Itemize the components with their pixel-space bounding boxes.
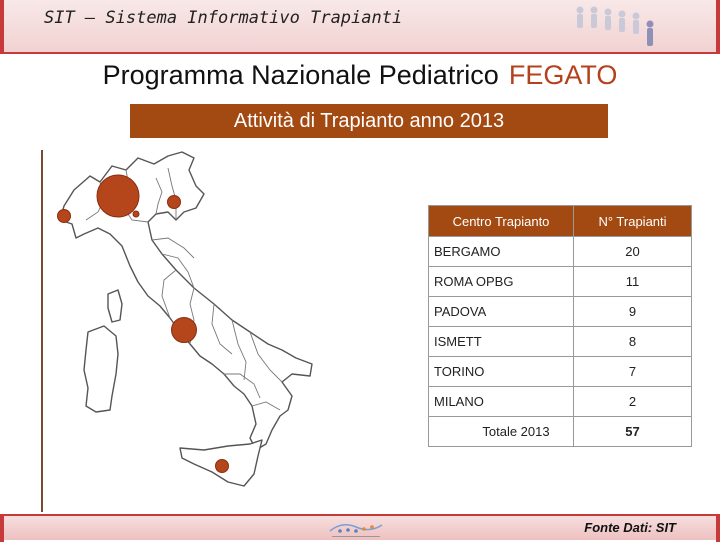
- transplant-table: Centro Trapianto N° Trapianti BERGAMO 20…: [428, 205, 692, 447]
- marker-ismett: [215, 459, 229, 473]
- count-cell: 11: [574, 267, 692, 296]
- center-cell: TORINO: [429, 357, 574, 386]
- header-count: N° Trapianti: [574, 206, 692, 236]
- center-cell: ISMETT: [429, 327, 574, 356]
- table-row: ROMA OPBG 11: [429, 267, 692, 297]
- count-cell: 8: [574, 327, 692, 356]
- center-cell: MILANO: [429, 387, 574, 416]
- count-cell: 2: [574, 387, 692, 416]
- marker-roma-opbg: [171, 317, 197, 343]
- header-center: Centro Trapianto: [429, 206, 574, 236]
- table-row: MILANO 2: [429, 387, 692, 417]
- table-row: TORINO 7: [429, 357, 692, 387]
- count-cell: 7: [574, 357, 692, 386]
- mainland-outline: [59, 151, 313, 451]
- table-row: PADOVA 9: [429, 297, 692, 327]
- subtitle-bar: Attività di Trapianto anno 2013: [130, 104, 608, 138]
- table-row: ISMETT 8: [429, 327, 692, 357]
- program-title: Programma Nazionale Pediatrico: [102, 60, 499, 90]
- center-cell: ROMA OPBG: [429, 267, 574, 296]
- table-row: BERGAMO 20: [429, 237, 692, 267]
- marker-bergamo: [96, 174, 140, 218]
- markers-layer: [57, 174, 229, 473]
- sardinia-outline: [83, 325, 119, 413]
- table-header-row: Centro Trapianto N° Trapianti: [429, 206, 692, 237]
- count-cell: 9: [574, 297, 692, 326]
- page-title: Programma Nazionale Pediatrico FEGATO: [0, 60, 720, 91]
- people-logo-icon: [576, 6, 654, 46]
- marker-milano: [132, 210, 140, 218]
- marker-torino: [57, 209, 71, 223]
- footer-logo-icon: [329, 524, 383, 537]
- app-title: SIT – Sistema Informativo Trapianti: [44, 8, 403, 28]
- subtitle: Attività di Trapianto anno 2013: [233, 110, 505, 132]
- header-bar: SIT – Sistema Informativo Trapianti: [0, 0, 720, 54]
- center-cell: BERGAMO: [429, 237, 574, 266]
- corsica-outline: [107, 289, 123, 323]
- total-label: Totale 2013: [429, 417, 574, 446]
- left-rule: [41, 150, 43, 512]
- data-source: Fonte Dati: SIT: [584, 520, 676, 535]
- total-value: 57: [574, 417, 692, 446]
- italy-map: [57, 151, 313, 487]
- count-cell: 20: [574, 237, 692, 266]
- center-cell: PADOVA: [429, 297, 574, 326]
- table-total-row: Totale 2013 57: [429, 417, 692, 447]
- organ-title: FEGATO: [508, 60, 618, 90]
- marker-padova: [167, 195, 181, 209]
- footer-bar: Fonte Dati: SIT: [0, 514, 720, 542]
